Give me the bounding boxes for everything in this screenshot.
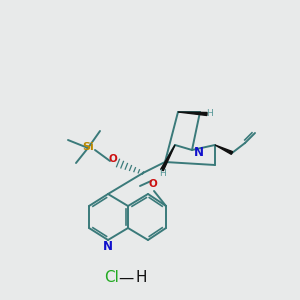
Text: N: N xyxy=(103,241,113,254)
Text: O: O xyxy=(109,154,117,164)
Text: H: H xyxy=(207,110,213,118)
Text: H: H xyxy=(135,271,147,286)
Polygon shape xyxy=(161,145,175,171)
Text: O: O xyxy=(148,179,158,189)
Text: N: N xyxy=(194,146,204,160)
Text: Cl: Cl xyxy=(105,271,119,286)
Text: —: — xyxy=(118,271,134,286)
Text: H: H xyxy=(160,169,167,178)
Polygon shape xyxy=(178,112,207,116)
Polygon shape xyxy=(215,145,232,154)
Text: Si: Si xyxy=(82,142,94,152)
